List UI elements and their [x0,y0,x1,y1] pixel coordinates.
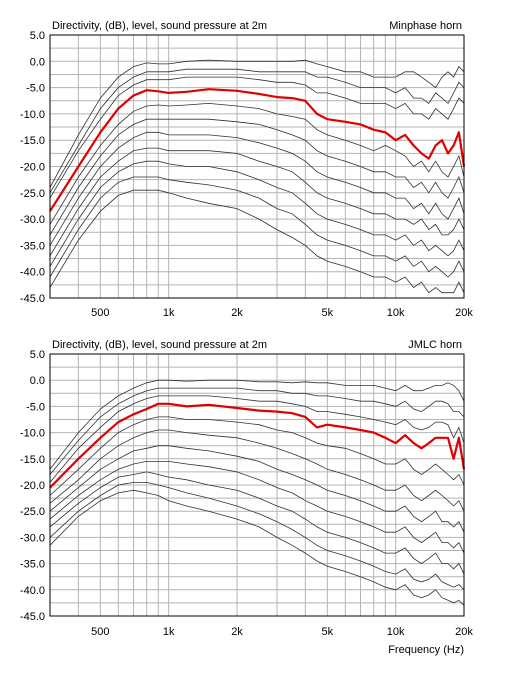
series-line-8 [49,160,465,267]
series-line-5 [49,118,465,236]
series-line-4 [49,102,465,225]
series-line-8 [49,471,465,575]
series-line-1 [49,379,465,470]
series-line-2 [49,68,465,194]
y-tick-label: 0.0 [30,56,45,68]
series-line-10 [49,489,465,606]
series-line-7 [49,460,465,554]
series-line-4 [49,416,465,496]
y-tick-label: -40.0 [20,585,45,597]
y-tick-label: 5.0 [30,30,45,42]
x-tick-label: 2k [231,626,243,638]
series-line-6 [49,131,465,246]
series-line-1 [49,59,465,188]
horizontal-gridlines [50,366,464,604]
x-tick-label: 500 [91,626,109,638]
highlight-series-line [49,88,466,212]
series-line-3 [49,395,465,483]
chart-panel-1: 5.0 0.0 -5.0 -10.0 -15.0 -20.0 -25.0 -30.0 -35.0… [20,20,473,319]
chart-label-right: JMLC horn [408,339,462,351]
x-tick-label: 20k [455,626,473,638]
y-tick-label: -25.0 [20,188,45,200]
series-line-5 [49,429,465,512]
chart-title: Directivity, (dB), level, sound pressure… [52,20,267,32]
highlight-series-line [49,402,466,489]
y-tick-label: -45.0 [20,611,45,623]
y-tick-label: -15.0 [20,454,45,466]
x-tick-label: 10k [387,626,405,638]
y-tick-label: -30.0 [20,214,45,226]
y-tick-label: 0.0 [30,375,45,387]
series-line-2 [49,387,465,475]
series-line-6 [49,445,465,533]
series-line-10 [49,189,465,294]
series-line-9 [49,176,465,278]
x-axis-label: Frequency (Hz) [388,644,464,656]
plot-frame [49,353,465,617]
plot-frame [49,34,465,299]
y-tick-label: -35.0 [20,559,45,571]
y-tick-label: -10.0 [20,109,45,121]
y-tick-label: -35.0 [20,240,45,252]
x-tick-label: 5k [322,626,334,638]
series-line-7 [49,147,465,257]
x-tick-label: 500 [91,307,109,319]
y-tick-label: -40.0 [20,267,45,279]
y-tick-label: -20.0 [20,480,45,492]
y-tick-label: -10.0 [20,428,45,440]
chart-title: Directivity, (dB), level, sound pressure… [52,339,267,351]
x-tick-label: 2k [231,307,243,319]
x-tick-label: 10k [387,307,405,319]
series-line-9 [49,481,465,591]
y-tick-label: 5.0 [30,349,45,361]
series-line-3 [49,76,465,199]
y-tick-label: -45.0 [20,293,45,305]
y-tick-label: -15.0 [20,135,45,147]
chart-panel-2: 5.0 0.0 -5.0 -10.0 -15.0 -20.0 -25.0 -30.0 -35.0… [20,339,473,656]
y-tick-label: -5.0 [26,83,45,95]
chart-label-right: Minphase horn [389,20,462,32]
x-tick-label: 1k [163,626,175,638]
x-tick-label: 5k [322,307,334,319]
y-tick-label: -5.0 [26,401,45,413]
y-tick-label: -25.0 [20,506,45,518]
x-tick-label: 20k [455,307,473,319]
x-tick-label: 1k [163,307,175,319]
y-tick-label: -20.0 [20,162,45,174]
y-tick-label: -30.0 [20,532,45,544]
